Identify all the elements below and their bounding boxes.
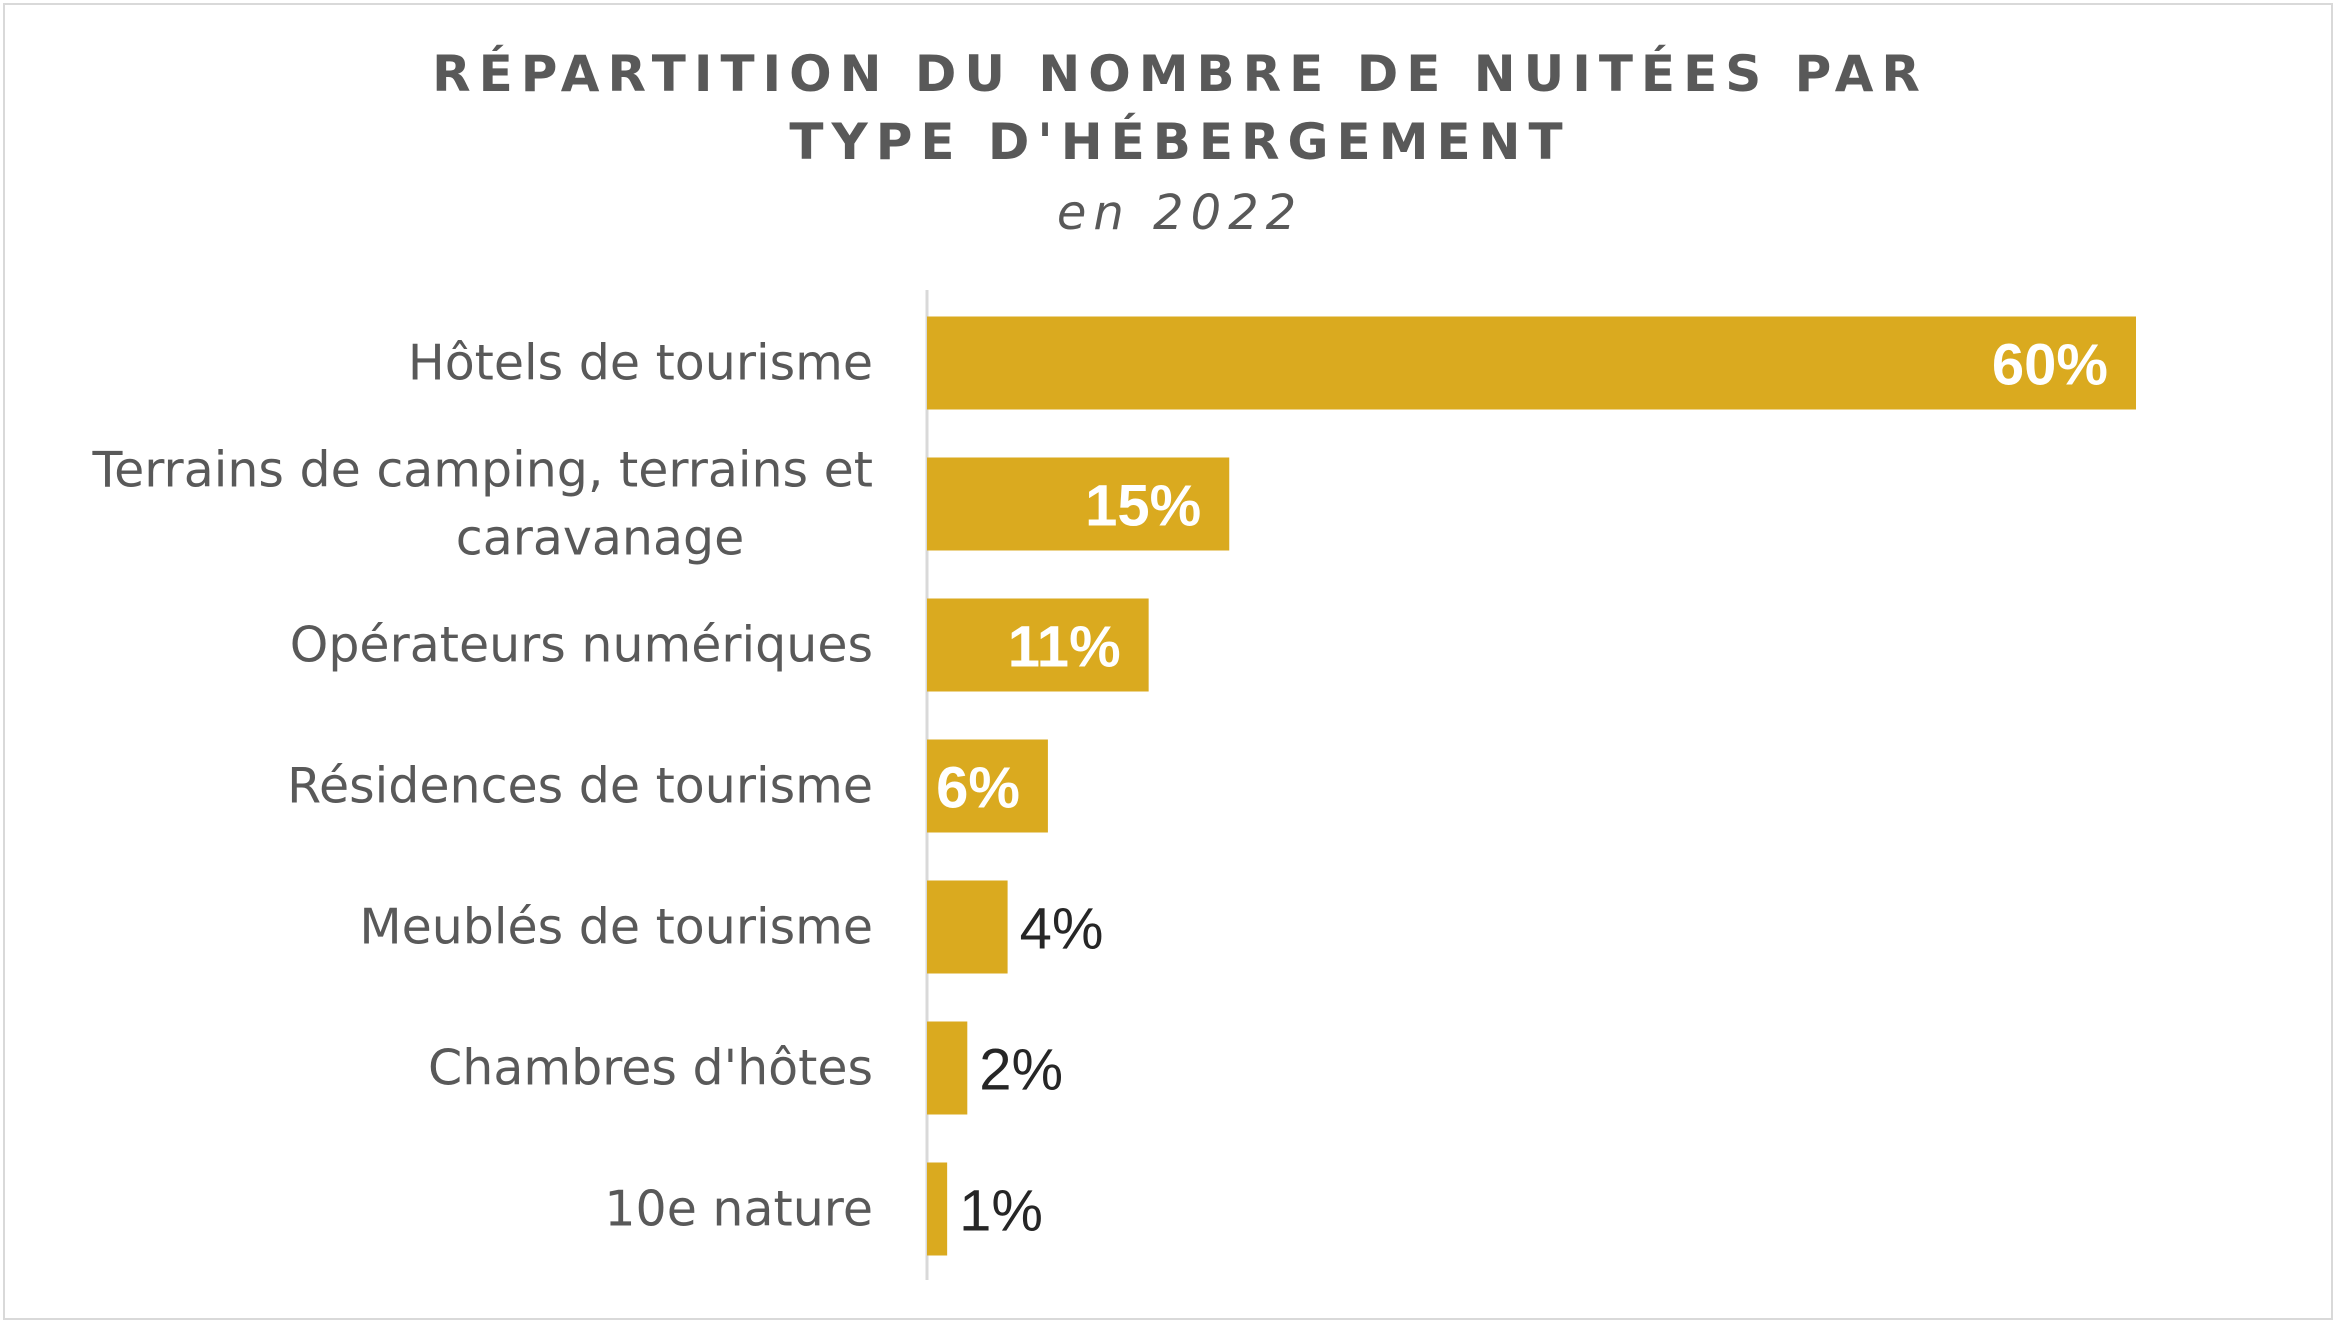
value-labels-group: 60% 15% 11% 6% 4% 2% 1% (936, 333, 2108, 1244)
category-label-line: caravanage (456, 510, 745, 567)
category-label-5: Meublés de tourisme (359, 899, 873, 956)
category-label-1: Hôtels de tourisme (408, 335, 873, 392)
bar-7 (927, 1162, 948, 1256)
bar-5 (927, 880, 1008, 974)
category-label-line: Terrains de camping, terrains et (92, 442, 873, 499)
value-label-5: 4% (1020, 897, 1104, 962)
bar-4 (927, 739, 1048, 833)
bar-1 (927, 316, 2136, 410)
chart-subtitle: en 2022 (1056, 185, 1304, 241)
category-label-6: Chambres d'hôtes (428, 1040, 873, 1097)
bars-group (927, 316, 2136, 1256)
category-labels-group: Hôtels de tourisme Terrains de camping, t… (92, 335, 873, 1238)
category-label-2: Terrains de camping, terrains et caravana… (92, 442, 873, 567)
bar-6 (927, 1021, 968, 1115)
chart-frame (3, 3, 2333, 1320)
bar-2 (927, 457, 1230, 551)
value-label-1: 60% (1992, 333, 2108, 398)
bar-3 (927, 598, 1149, 692)
chart-title: RÉPARTITION DU NOMBRE DE NUITÉES PAR TYP… (432, 45, 1928, 171)
value-label-7: 1% (959, 1179, 1043, 1244)
value-label-4: 6% (936, 756, 1020, 821)
category-label-3: Opérateurs numériques (290, 617, 873, 674)
title-block: RÉPARTITION DU NOMBRE DE NUITÉES PAR TYP… (0, 40, 2340, 248)
category-label-7: 10e nature (604, 1181, 873, 1238)
value-label-2: 15% (1085, 474, 1201, 539)
value-label-3: 11% (1008, 615, 1121, 680)
value-label-6: 2% (979, 1038, 1063, 1103)
category-label-4: Résidences de tourisme (287, 758, 873, 815)
